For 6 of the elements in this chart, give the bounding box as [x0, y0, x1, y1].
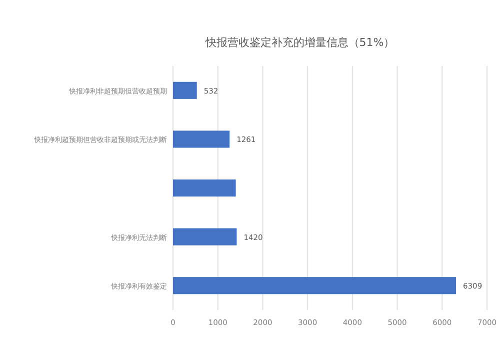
bar: [173, 130, 230, 148]
chart-title: 快报营收鉴定补充的增量信息（51%）: [204, 36, 395, 49]
bar: [173, 277, 456, 294]
bar: [173, 179, 236, 197]
bar: [173, 228, 237, 246]
bar: [173, 82, 197, 99]
